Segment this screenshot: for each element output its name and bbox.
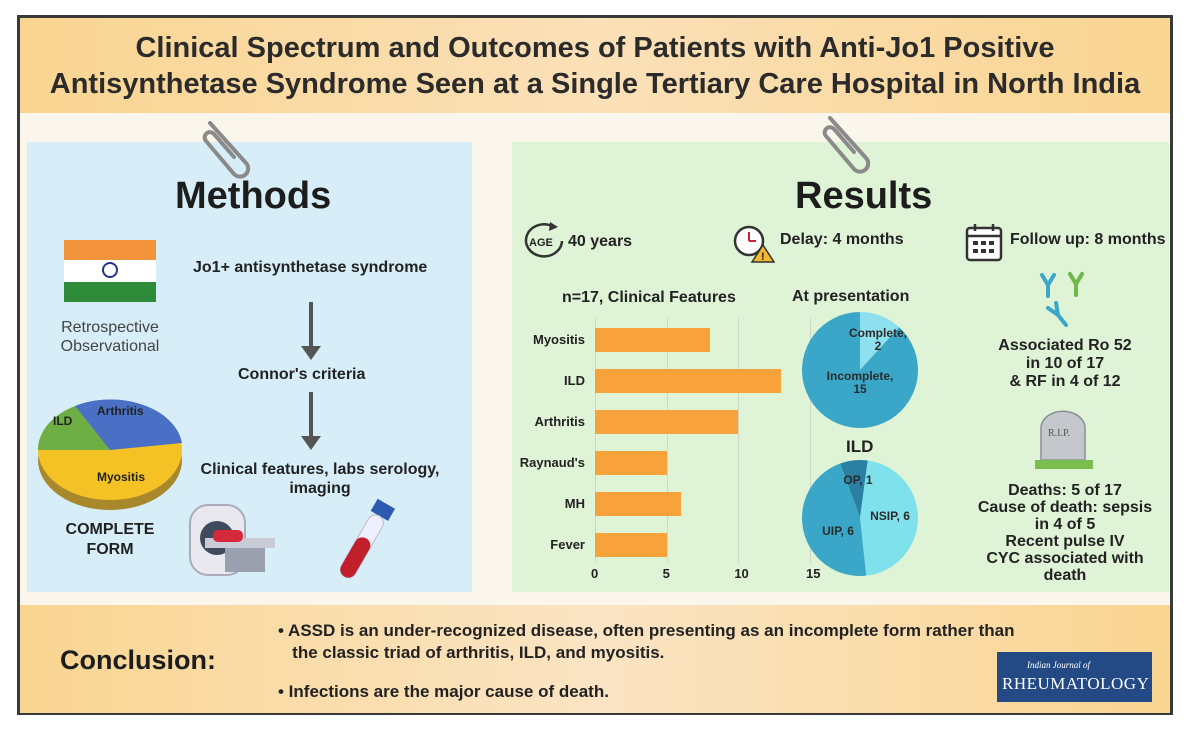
pie-label-ild: ILD — [53, 414, 73, 428]
flow-step-3: Clinical features, labs serology, imagin… — [200, 461, 440, 497]
presentation-pie: Complete,2 Incomplete,15 — [802, 312, 918, 428]
svg-text:!: ! — [761, 251, 765, 263]
pie-slice-label: OP, 1 — [843, 473, 872, 487]
gridline — [666, 318, 668, 563]
pie-slice — [860, 460, 918, 576]
followup-stat: Follow up: 8 months — [1010, 231, 1166, 248]
y-category-label: MH — [564, 496, 585, 511]
results-heading: Results — [795, 175, 933, 217]
flow-step-2: Connor's criteria — [238, 366, 366, 383]
x-tick-label: 10 — [734, 566, 749, 581]
age-stat: 40 years — [568, 233, 633, 250]
pie-slice-label: NSIP, 6 — [870, 509, 910, 523]
conclusion-heading: Conclusion: — [60, 645, 216, 675]
age-icon: AGE — [524, 222, 564, 258]
title-band — [20, 18, 1170, 113]
delay-stat: Delay: 4 months — [780, 231, 904, 248]
pie-slice-label: Incomplete, — [827, 369, 894, 383]
down-arrow-icon — [301, 302, 321, 360]
tombstone-icon: R.I.P. — [1035, 410, 1093, 469]
journal-line-2: RHEUMATOLOGY — [1002, 674, 1150, 693]
page-title: Clinical Spectrum and Outcomes of Patien… — [49, 32, 1141, 100]
blood-tube-icon — [339, 498, 396, 579]
paperclip-icon — [822, 116, 871, 174]
y-category-label: Myositis — [532, 332, 585, 347]
bar — [595, 492, 681, 516]
death-text: Deaths: 5 of 17 Cause of death: sepsis i… — [977, 482, 1153, 584]
clinical-features-chart: 0 5 10 15 Myositis ILD Arthritis Raynaud's MH Fev… — [500, 318, 820, 583]
gridline — [738, 318, 740, 563]
journal-line-1: Indian Journal of — [1027, 660, 1090, 670]
y-category-label: Raynaud's — [519, 455, 585, 470]
pie-slice-label: 15 — [853, 382, 867, 396]
calendar-icon — [965, 224, 1003, 262]
conclusion-bullet-1: • ASSD is an under-recognized disease, o… — [278, 621, 1015, 662]
conclusion-bullet-2: • Infections are the major cause of deat… — [278, 682, 609, 701]
pie-slice-label: UIP, 6 — [822, 524, 854, 538]
pie-slice — [860, 312, 900, 370]
bar — [595, 328, 710, 352]
pie-slice — [840, 460, 868, 518]
chart-title: n=17, Clinical Features — [562, 289, 736, 306]
methods-heading: Methods — [175, 175, 332, 217]
x-tick-label: 0 — [591, 566, 599, 581]
ild-title: ILD — [846, 437, 874, 456]
journal-logo: Indian Journal of RHEUMATOLOGY — [997, 652, 1152, 702]
antibody-text: Associated Ro 52 in 10 of 17 & RF in 4 o… — [998, 337, 1132, 390]
antibody-icon — [1040, 272, 1084, 327]
x-tick-label: 15 — [806, 566, 821, 581]
bar — [595, 369, 782, 393]
presentation-title: At presentation — [792, 288, 910, 305]
y-category-label: Fever — [550, 537, 585, 552]
pie-slice-label: Complete, — [849, 326, 907, 340]
tomb-text: R.I.P. — [1048, 428, 1070, 439]
pie-label-myositis: Myositis — [97, 470, 145, 484]
y-category-label: Arthritis — [534, 414, 585, 429]
paperclip-icon — [202, 121, 251, 179]
down-arrow-icon — [301, 392, 321, 450]
india-flag-icon — [64, 240, 156, 302]
gridline — [810, 318, 811, 563]
pie-caption: COMPLETE FORM — [65, 521, 155, 558]
complete-form-pie: ILD Arthritis Myositis — [37, 399, 182, 510]
bar — [595, 533, 667, 557]
pie-slice — [802, 463, 867, 576]
ild-pie: OP, 1 NSIP, 6 UIP, 6 — [802, 460, 918, 576]
bar — [595, 410, 739, 434]
study-type-label: Retrospective Observational — [60, 319, 160, 355]
pie-slice — [802, 312, 918, 428]
flow-step-1: Jo1+ antisynthetase syndrome — [193, 259, 428, 276]
x-tick-label: 5 — [662, 566, 670, 581]
ct-scanner-icon — [189, 504, 275, 576]
clock-warning-icon: ! — [733, 225, 775, 263]
conclusion-band — [20, 605, 1170, 713]
gridline — [595, 318, 596, 563]
pie-slice-label: 2 — [875, 339, 882, 353]
y-category-label: ILD — [564, 373, 585, 388]
pie-label-arthritis: Arthritis — [97, 404, 144, 418]
methods-panel — [27, 142, 472, 592]
bar — [595, 451, 667, 475]
age-badge-text: AGE — [529, 237, 553, 249]
